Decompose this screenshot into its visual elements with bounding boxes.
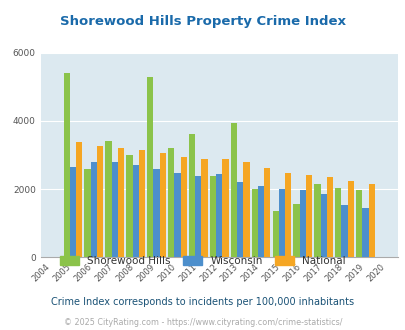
Bar — [272, 212, 278, 257]
Bar — [132, 165, 139, 257]
Bar — [326, 177, 332, 257]
Text: Shorewood Hills Property Crime Index: Shorewood Hills Property Crime Index — [60, 15, 345, 28]
Bar — [84, 169, 91, 257]
Bar — [284, 173, 291, 257]
Bar — [368, 184, 374, 257]
Bar — [188, 134, 195, 257]
Bar — [215, 174, 222, 257]
Bar — [313, 184, 320, 257]
Bar — [97, 146, 103, 257]
Bar — [180, 157, 186, 257]
Bar — [230, 123, 237, 257]
Bar — [168, 148, 174, 257]
Legend: Shorewood Hills, Wisconsin, National: Shorewood Hills, Wisconsin, National — [56, 252, 349, 270]
Bar — [111, 162, 117, 257]
Bar — [195, 176, 201, 257]
Bar — [347, 182, 353, 257]
Bar — [320, 194, 326, 257]
Bar — [293, 204, 299, 257]
Bar — [257, 186, 264, 257]
Bar — [70, 167, 76, 257]
Text: © 2025 CityRating.com - https://www.cityrating.com/crime-statistics/: © 2025 CityRating.com - https://www.city… — [64, 318, 341, 327]
Bar — [201, 158, 207, 257]
Bar — [159, 153, 166, 257]
Bar — [174, 173, 180, 257]
Bar — [355, 190, 362, 257]
Bar — [305, 175, 311, 257]
Bar — [243, 162, 249, 257]
Bar — [64, 73, 70, 257]
Bar — [105, 141, 111, 257]
Bar — [91, 162, 97, 257]
Bar — [153, 169, 159, 257]
Bar — [147, 77, 153, 257]
Bar — [126, 155, 132, 257]
Bar — [76, 142, 82, 257]
Bar — [251, 189, 257, 257]
Bar — [222, 158, 228, 257]
Text: Crime Index corresponds to incidents per 100,000 inhabitants: Crime Index corresponds to incidents per… — [51, 297, 354, 307]
Bar — [237, 182, 243, 257]
Bar — [335, 188, 341, 257]
Bar — [209, 176, 215, 257]
Bar — [117, 148, 124, 257]
Bar — [139, 150, 145, 257]
Bar — [362, 208, 368, 257]
Bar — [341, 205, 347, 257]
Bar — [299, 190, 305, 257]
Bar — [278, 189, 284, 257]
Bar — [264, 168, 270, 257]
